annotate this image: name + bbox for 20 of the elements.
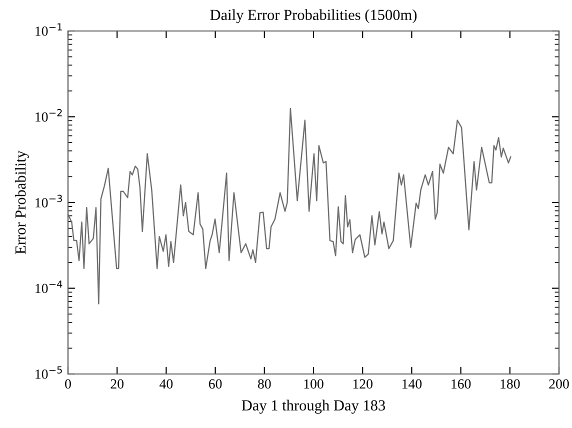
line-series [68, 108, 512, 304]
chart-title: Daily Error Probabilities (1500m) [210, 9, 417, 24]
x-tick-label: 20 [110, 379, 124, 389]
y-axis-title: Error Probability [14, 150, 29, 254]
x-tick-label: 180 [500, 379, 520, 389]
x-axis-title: Day 1 through Day 183 [242, 400, 386, 414]
y-tick-label: 10$^{−3}$ [36, 194, 62, 208]
y-tick-label: 10$^{−1}$ [36, 23, 62, 36]
x-tick-label: 120 [353, 379, 372, 389]
y-tick-label: 10$^{−2}$ [36, 109, 62, 122]
x-tick-label: 40 [160, 379, 173, 389]
x-tick-label: 100 [304, 379, 324, 389]
x-tick-label: 140 [402, 379, 422, 389]
x-tick-label: 160 [452, 379, 471, 389]
y-tick-label: 10$^{−4}$ [36, 280, 62, 294]
y-tick-label: 10$^{−5}$ [36, 366, 62, 379]
x-tick-label: 60 [208, 379, 222, 389]
x-tick-label: 0 [65, 379, 71, 389]
x-tick-label: 200 [549, 379, 569, 389]
x-tick-label: 80 [258, 379, 271, 389]
